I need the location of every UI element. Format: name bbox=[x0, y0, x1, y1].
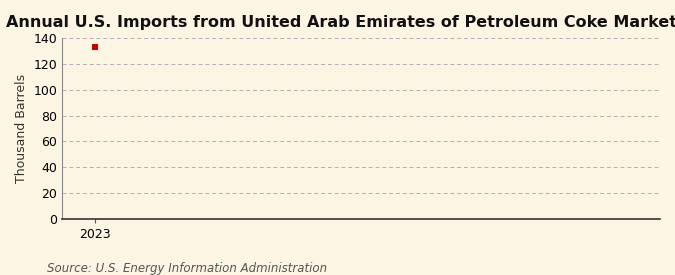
Text: Source: U.S. Energy Information Administration: Source: U.S. Energy Information Administ… bbox=[47, 262, 327, 275]
Y-axis label: Thousand Barrels: Thousand Barrels bbox=[15, 74, 28, 183]
Title: Annual U.S. Imports from United Arab Emirates of Petroleum Coke Marketable: Annual U.S. Imports from United Arab Emi… bbox=[6, 15, 675, 30]
